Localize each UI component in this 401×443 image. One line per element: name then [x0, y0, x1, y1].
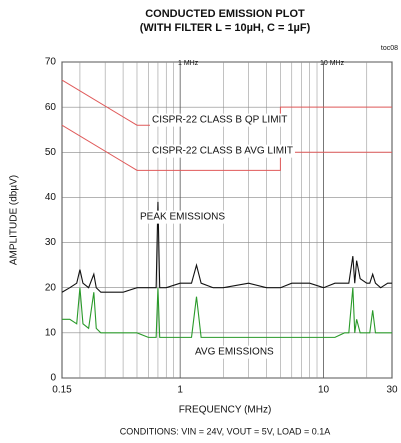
x-tick-label: 10 [318, 385, 330, 396]
annotation: CISPR-22 CLASS B AVG LIMIT [152, 146, 293, 157]
y-tick-label: 0 [50, 373, 56, 384]
y-tick-label: 10 [45, 327, 57, 338]
chart-title: CONDUCTED EMISSION PLOT [145, 8, 305, 20]
y-tick-label: 30 [45, 237, 57, 248]
y-tick-label: 50 [45, 147, 57, 158]
y-axis-label: AMPLITUDE (dbµV) [9, 175, 20, 265]
series-line [61, 124, 392, 171]
y-tick-label: 60 [45, 102, 57, 113]
y-tick-label: 40 [45, 192, 57, 203]
x-tick-label: 30 [386, 385, 398, 396]
x-tick-label: 0.15 [52, 385, 72, 396]
x-tick-label: 1 [177, 385, 183, 396]
annotation: 10 MHz [320, 60, 345, 67]
y-tick-label: 20 [45, 282, 57, 293]
series-line [62, 287, 392, 338]
annotation-bg [150, 113, 290, 127]
x-axis-label: FREQUENCY (MHz) [179, 405, 272, 416]
annotation: 1 MHz [178, 60, 199, 67]
annotation: PEAK EMISSIONS [140, 212, 225, 223]
annotation-bg [150, 144, 295, 158]
footnote: CONDITIONS: VIN = 24V, VOUT = 5V, LOAD =… [120, 426, 331, 436]
series-line [61, 201, 392, 293]
corner-label: toc08 [381, 45, 398, 52]
annotation-bg [138, 210, 228, 224]
chart-subtitle: (WITH FILTER L = 10µH, C = 1µF) [140, 22, 311, 34]
y-tick-label: 70 [45, 57, 57, 68]
annotation: AVG EMISSIONS [195, 347, 274, 358]
annotation-bg [193, 345, 277, 359]
annotation: CISPR-22 CLASS B QP LIMIT [152, 115, 287, 126]
